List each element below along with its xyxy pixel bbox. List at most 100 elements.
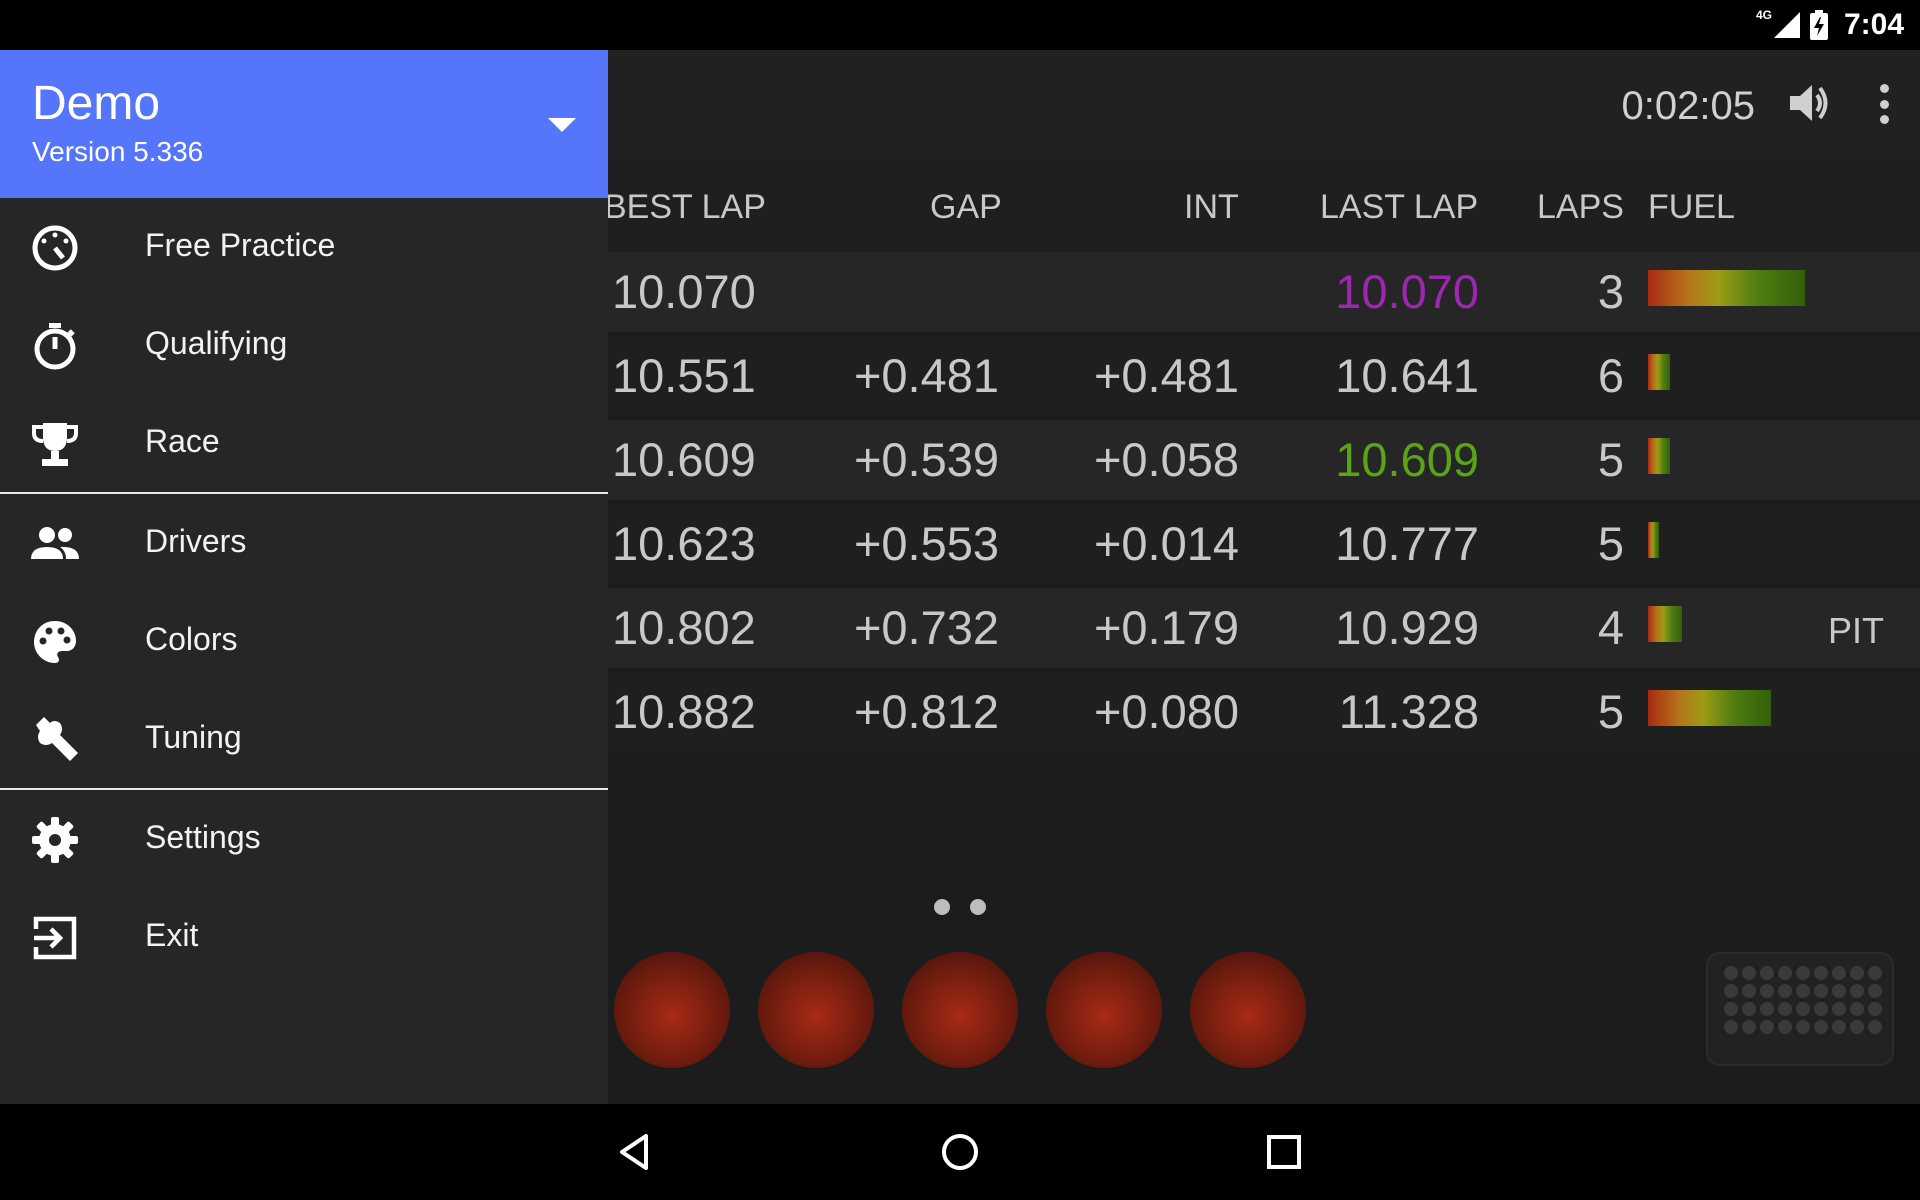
matrix-dot [1868,966,1882,980]
last-lap-cell: 11.328 [1338,685,1479,738]
start-light [614,952,730,1068]
matrix-dot [1814,1020,1828,1034]
dropdown-arrow-icon[interactable] [548,118,576,132]
matrix-dot [1778,966,1792,980]
drawer-subtitle: Version 5.336 [32,136,204,167]
drawer-item-tuning[interactable]: Tuning [0,690,608,788]
laps-cell: 5 [1597,433,1624,486]
fuel-bar [1648,606,1682,642]
best-lap-cell: 10.609 [612,433,756,486]
drawer-item-label: Drivers [145,523,247,559]
stopwatch-icon [34,323,76,370]
matrix-dot [1832,1020,1846,1034]
col-int: INT [1184,188,1239,226]
matrix-dot [1742,1002,1756,1016]
best-lap-cell: 10.802 [612,601,756,654]
home-icon[interactable] [936,1128,984,1176]
matrix-dot [1832,1002,1846,1016]
laps-cell: 3 [1597,265,1624,318]
interval-cell: +0.058 [1093,433,1239,486]
exit-icon [33,916,77,960]
start-light [1046,952,1162,1068]
matrix-dot [1796,966,1810,980]
drawer-item-exit[interactable]: Exit [0,888,608,986]
pit-status: PIT [1827,610,1884,651]
drawer-item-race[interactable]: Race [0,394,608,492]
people-icon [31,527,79,559]
last-lap-cell: 10.777 [1335,517,1479,570]
trophy-icon [32,423,78,466]
drawer-item-label: Exit [145,917,199,953]
drawer-item-drivers[interactable]: Drivers [0,494,608,592]
gap-cell: +0.812 [853,685,999,738]
drawer-item-qualifying[interactable]: Qualifying [0,296,608,394]
last-lap-cell: 10.609 [1335,433,1479,486]
col-gap: GAP [930,188,1002,226]
laps-cell: 5 [1597,517,1624,570]
matrix-dot [1868,1020,1882,1034]
matrix-dot [1724,1020,1738,1034]
matrix-dot [1760,1020,1774,1034]
matrix-dot [1850,1020,1864,1034]
drawer-item-label: Qualifying [145,325,288,361]
laps-cell: 4 [1597,601,1624,654]
col-last-lap: LAST LAP [1320,188,1479,226]
interval-cell: +0.014 [1093,517,1239,570]
matrix-dot [1724,1002,1738,1016]
col-laps: LAPS [1537,188,1624,226]
drawer-title: Demo [32,77,161,130]
wrench-icon [36,717,78,761]
best-lap-cell: 10.623 [612,517,756,570]
matrix-dot [1832,984,1846,998]
drawer-item-label: Race [145,423,220,459]
matrix-dot [1742,966,1756,980]
matrix-dot [1760,1002,1774,1016]
matrix-dot [1724,966,1738,980]
matrix-dot [1796,1020,1810,1034]
gear-icon [32,817,78,863]
drawer-item-settings[interactable]: Settings [0,790,608,888]
matrix-dot [1850,1002,1864,1016]
matrix-dot [1796,1002,1810,1016]
gap-cell: +0.539 [853,433,999,486]
network-type: 4G [1755,8,1772,22]
gap-cell: +0.481 [853,349,999,402]
back-icon[interactable] [612,1128,660,1176]
status-icons: 4G 7:04 [1756,0,1904,50]
drawer-item-free-practice[interactable]: Free Practice [0,198,608,296]
drawer-divider [0,492,608,494]
best-lap-cell: 10.551 [612,349,756,402]
drawer-item-label: Free Practice [145,227,336,263]
matrix-dot [1850,984,1864,998]
navigation-drawer: Demo Version 5.336 Free Practice Qualify… [0,50,608,1104]
interval-cell: +0.080 [1093,685,1239,738]
recents-icon[interactable] [1260,1128,1308,1176]
gap-cell: +0.553 [853,517,999,570]
page-indicator-dot[interactable] [934,899,950,915]
volume-icon[interactable] [1786,80,1832,126]
speedometer-icon [32,225,78,271]
matrix-dot [1814,966,1828,980]
fuel-bar [1648,354,1670,390]
page-indicator-dot[interactable] [970,899,986,915]
matrix-dot [1724,984,1738,998]
matrix-dot [1778,984,1792,998]
interval-cell: +0.481 [1093,349,1239,402]
laps-cell: 5 [1597,685,1624,738]
clock: 7:04 [1843,8,1904,41]
drawer-header[interactable]: Demo Version 5.336 [0,50,608,198]
dot-matrix-display [1706,952,1894,1066]
start-light [758,952,874,1068]
drawer-item-colors[interactable]: Colors [0,592,608,690]
more-vert-icon[interactable] [1878,84,1890,124]
best-lap-cell: 10.070 [612,265,756,318]
matrix-dot [1868,1002,1882,1016]
col-best-lap: BEST LAP [604,188,766,226]
gap-cell: +0.732 [853,601,999,654]
last-lap-cell: 10.929 [1335,601,1479,654]
drawer-divider [0,788,608,790]
matrix-dot [1778,1020,1792,1034]
drawer-item-label: Tuning [145,719,242,755]
system-nav-bar [0,1104,1920,1200]
signal-icon [1773,12,1800,38]
